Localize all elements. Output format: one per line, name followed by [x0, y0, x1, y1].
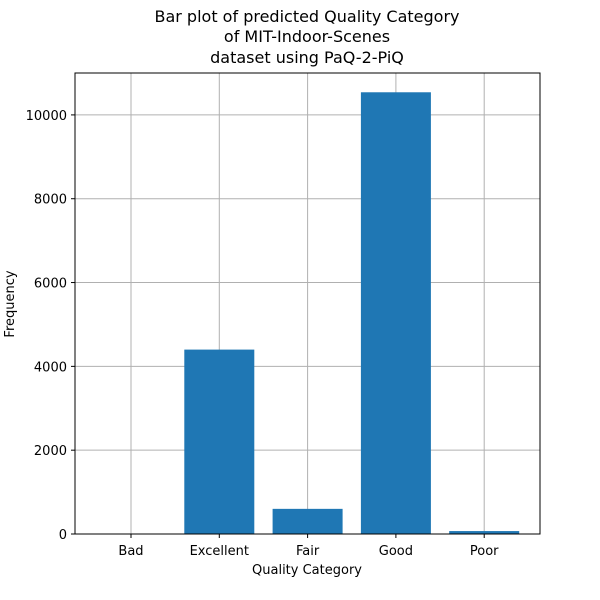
bars-layer: [96, 92, 520, 534]
x-tick-label: Poor: [470, 544, 499, 559]
chart-title-line-3: dataset using PaQ-2-PiQ: [210, 48, 404, 67]
y-tick-label: 6000: [34, 277, 67, 292]
y-tick-label: 2000: [34, 444, 67, 459]
ticks-layer: Bad Excellent Fair Good Poor 0 2000 4000 6000 800…: [26, 109, 500, 559]
chart-title-line-2: of MIT-Indoor-Scenes: [224, 27, 390, 46]
x-tick-label: Bad: [118, 544, 143, 559]
bar-fair: [272, 508, 343, 534]
y-tick-label: 4000: [34, 360, 67, 375]
bar-good: [360, 92, 431, 534]
y-tick-label: 8000: [34, 193, 67, 208]
chart-title-line-1: Bar plot of predicted Quality Category: [154, 7, 459, 26]
grid-layer: [75, 73, 540, 535]
bar-excellent: [184, 349, 255, 534]
y-axis-label: Frequency: [3, 270, 18, 337]
bar-poor: [449, 531, 520, 534]
x-tick-label: Excellent: [190, 544, 249, 559]
x-axis-label: Quality Category: [252, 563, 362, 578]
y-tick-label: 10000: [26, 109, 67, 124]
y-tick-label: 0: [59, 528, 67, 543]
x-tick-label: Good: [379, 544, 413, 559]
x-tick-label: Fair: [296, 544, 320, 559]
